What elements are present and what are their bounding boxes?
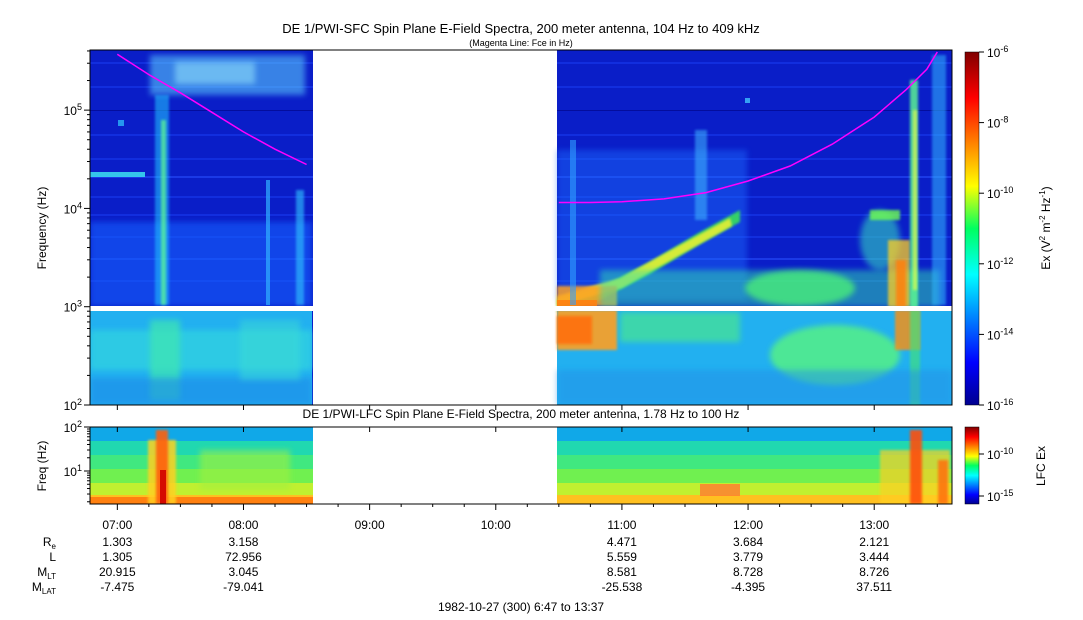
ephemeris-label-0: Re — [43, 535, 57, 551]
ephemeris-value: 4.471 — [607, 535, 637, 549]
footer-time-range: 1982-10-27 (300) 6:47 to 13:37 — [438, 600, 604, 614]
sfc-plot-frame — [89, 49, 953, 406]
ephemeris-label-3: MLAT — [32, 580, 56, 596]
sfc-spectrogram — [90, 50, 952, 405]
lfc-plot-frame — [89, 426, 953, 505]
fce-line-segment-1 — [116, 53, 307, 166]
ephemeris-value: 8.728 — [733, 565, 763, 579]
sfc-cbar-tick-label-0: 10-6 — [987, 44, 1008, 60]
ephemeris-value: 2.121 — [859, 535, 889, 549]
sfc-y-tick-label-3: 105 — [64, 102, 82, 118]
ephemeris-value: -7.475 — [100, 580, 134, 594]
ephemeris-value: 5.559 — [607, 550, 637, 564]
sfc-y-axis: 102 103 104 105 — [64, 50, 90, 413]
sfc-cbar-tick-label-2: 10-10 — [987, 185, 1013, 201]
sfc-data-gap — [313, 50, 557, 405]
ephemeris-value: 37.511 — [856, 580, 892, 594]
lfc-y-axis: 101 102 — [64, 419, 90, 503]
sfc-y-tick-label-1: 103 — [64, 299, 82, 315]
ephemeris-value: 3.779 — [733, 550, 763, 564]
ephemeris-label-2: MLT — [37, 565, 56, 581]
time-tick-label-1: 08:00 — [228, 518, 258, 532]
sfc-y-tick-label-0: 102 — [64, 397, 82, 413]
lfc-cbar-tick-label-1: 10-15 — [987, 488, 1013, 504]
ephemeris-value: 1.305 — [102, 550, 132, 564]
ephemeris-value: 3.444 — [859, 550, 889, 564]
lfc-data-gap — [313, 427, 557, 504]
ephemeris-table: Re 1.303 3.158 4.471 3.684 2.121 L 1.305 72.956 5… — [32, 535, 893, 596]
ephemeris-value: 3.684 — [733, 535, 763, 549]
sfc-colorbar-ticks: 10-6 10-8 10-10 10-12 10-14 10-16 — [979, 44, 1013, 413]
lfc-y-tick-label-1: 102 — [64, 419, 82, 435]
ephemeris-label-1: L — [49, 550, 56, 564]
time-axis: 07:00 08:00 09:00 10:00 11:00 12:00 13:00 — [102, 405, 938, 532]
ephemeris-value: -25.538 — [602, 580, 643, 594]
ephemeris-value: 8.581 — [607, 565, 637, 579]
time-tick-label-5: 12:00 — [733, 518, 763, 532]
lower-panel-title: DE 1/PWI-LFC Spin Plane E-Field Spectra,… — [303, 407, 740, 421]
ephemeris-value: 8.726 — [859, 565, 889, 579]
lfc-cbar-tick-label-0: 10-10 — [987, 446, 1013, 462]
upper-panel-subtitle: (Magenta Line: Fce in Hz) — [469, 38, 573, 48]
ephemeris-value: -4.395 — [731, 580, 765, 594]
time-tick-label-0: 07:00 — [102, 518, 132, 532]
ephemeris-value: 20.915 — [99, 565, 136, 579]
ephemeris-value: 72.956 — [225, 550, 262, 564]
ephemeris-value: -79.041 — [223, 580, 264, 594]
time-tick-label-2: 09:00 — [355, 518, 385, 532]
ephemeris-value: 3.158 — [228, 535, 258, 549]
sfc-y-axis-label: Frequency (Hz) — [35, 187, 49, 270]
time-tick-label-3: 10:00 — [481, 518, 511, 532]
lfc-colorbar-label: LFC Ex — [1034, 446, 1048, 486]
lfc-spectrogram — [90, 427, 952, 504]
sfc-cbar-tick-label-4: 10-14 — [987, 326, 1013, 342]
sfc-colorbar-label: Ex (V2 m-2 Hz-1) — [1038, 186, 1053, 269]
sfc-cbar-tick-label-3: 10-12 — [987, 256, 1013, 272]
upper-panel-title: DE 1/PWI-SFC Spin Plane E-Field Spectra,… — [282, 21, 760, 36]
ephemeris-value: 1.303 — [102, 535, 132, 549]
sfc-band-gap — [90, 306, 952, 311]
sfc-cbar-tick-label-1: 10-8 — [987, 115, 1008, 131]
ephemeris-value: 3.045 — [228, 565, 258, 579]
sfc-cbar-tick-label-5: 10-16 — [987, 397, 1013, 413]
lfc-colorbar — [964, 426, 980, 505]
sfc-colorbar — [964, 51, 980, 406]
fce-line-segment-2 — [558, 51, 938, 204]
lfc-y-tick-label-0: 101 — [64, 463, 82, 479]
sfc-y-tick-label-2: 104 — [64, 200, 82, 216]
time-tick-label-6: 13:00 — [859, 518, 889, 532]
lfc-colorbar-ticks: 10-10 10-15 — [979, 446, 1013, 504]
time-tick-label-4: 11:00 — [607, 518, 636, 532]
lfc-y-axis-label: Freq (Hz) — [35, 441, 49, 492]
